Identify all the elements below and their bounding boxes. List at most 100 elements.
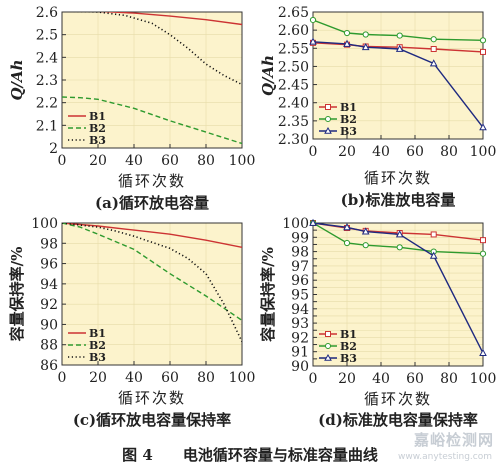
- ytick-label: 2.6: [36, 5, 58, 21]
- ytick-label: 95: [291, 288, 309, 304]
- ytick-label: 2.60: [278, 23, 309, 39]
- legend-marker-B2: [325, 343, 331, 349]
- xtick-label: 80: [197, 370, 215, 386]
- series-line-B3: [313, 223, 483, 354]
- series-line-B2: [313, 223, 483, 255]
- ytick-label: 88: [40, 338, 58, 354]
- x-axis-label: 循环次数: [118, 172, 186, 190]
- ytick-label: 94: [291, 302, 309, 318]
- xtick-label: 80: [440, 371, 458, 387]
- ytick-label: 90: [291, 359, 309, 375]
- legend-marker-B3: [324, 353, 332, 361]
- ytick-label: 92: [40, 297, 58, 313]
- data-point-B3: [395, 44, 404, 52]
- data-point-B3: [429, 251, 438, 259]
- legend-marker-B1: [325, 104, 331, 110]
- data-point-B2: [396, 32, 403, 39]
- plot-frame-b: [312, 11, 484, 140]
- ytick-label: 96: [40, 257, 58, 273]
- ytick-label: 96: [291, 273, 309, 289]
- ytick-label: 2.5: [36, 28, 58, 44]
- xtick-label: 80: [197, 153, 215, 169]
- ytick-label: 98: [40, 236, 58, 252]
- legend-marker-B3: [324, 126, 332, 134]
- xtick-label: 0: [58, 153, 67, 169]
- ytick-label: 99: [291, 230, 309, 246]
- plot-area-c: [62, 223, 242, 365]
- ytick-label: 97: [291, 259, 309, 275]
- ytick-label: 93: [291, 316, 309, 332]
- xtick-label: 60: [161, 370, 179, 386]
- ytick-label: 2: [49, 141, 58, 157]
- xtick-label: 0: [58, 370, 67, 386]
- ytick-label: 2.3: [36, 73, 58, 89]
- data-point-B2: [479, 250, 487, 257]
- xtick-label: 100: [229, 153, 256, 169]
- ytick-label: 2.45: [278, 78, 309, 94]
- ytick-label: 98: [291, 245, 309, 261]
- ytick-label: 100: [282, 216, 309, 232]
- ytick-label: 2.1: [36, 118, 58, 134]
- legend-marker-B2: [325, 116, 331, 122]
- data-point-B3: [361, 42, 370, 51]
- xtick-label: 60: [161, 153, 179, 169]
- series-line-B3: [313, 41, 483, 128]
- data-point-B2: [343, 239, 351, 247]
- data-point-B3: [479, 348, 487, 357]
- xtick-label: 20: [89, 153, 107, 169]
- legend-label-B2: B2: [340, 113, 357, 126]
- data-point-B3: [479, 123, 487, 131]
- xtick-label: 100: [470, 144, 497, 160]
- data-point-B2: [362, 242, 369, 249]
- legend-label-B2: B2: [89, 339, 106, 352]
- legend-label-B1: B1: [340, 328, 357, 341]
- xtick-label: 20: [338, 371, 356, 387]
- data-point-B3: [429, 59, 438, 67]
- ytick-label: 92: [291, 330, 309, 346]
- ytick-label: 2.30: [278, 132, 309, 148]
- y-axis-label: 容量保持率/%: [8, 247, 26, 343]
- xtick-label: 40: [372, 144, 390, 160]
- ytick-label: 2.55: [278, 41, 309, 57]
- panel-caption: (a)循环放电容量: [95, 194, 209, 212]
- series-line-B2: [313, 19, 483, 41]
- y-axis-label: Q/Ah: [8, 59, 26, 100]
- series-line-B2: [62, 96, 242, 145]
- xtick-label: 80: [440, 144, 458, 160]
- panel-caption: (c)循环放电容量保持率: [73, 411, 231, 429]
- data-point-B2: [362, 31, 369, 38]
- ytick-label: 2.2: [36, 96, 58, 112]
- xtick-label: 0: [309, 144, 318, 160]
- xtick-label: 20: [338, 144, 356, 160]
- legend-label-B3: B3: [340, 125, 357, 138]
- plot-frame-c: [61, 222, 243, 366]
- data-point-B1: [480, 48, 486, 55]
- watermark: 嘉峪检测网: [413, 431, 494, 449]
- panel-caption: (d)标准放电容量保持率: [318, 411, 478, 429]
- legend-label-B2: B2: [340, 340, 357, 353]
- data-point-B1: [430, 46, 437, 53]
- panel-caption: (b)标准放电容量: [341, 191, 456, 209]
- xtick-label: 40: [125, 153, 143, 169]
- xtick-label: 20: [89, 370, 107, 386]
- legend-label-B3: B3: [89, 351, 106, 364]
- legend-label-B1: B1: [89, 327, 106, 340]
- data-point-B1: [480, 237, 486, 244]
- ytick-label: 2.50: [278, 59, 309, 75]
- series-line-B1: [313, 42, 483, 53]
- series-line-B2: [62, 223, 242, 321]
- legend-label-B1: B1: [340, 101, 357, 114]
- x-axis-label: 循环次数: [364, 169, 432, 187]
- ytick-label: 2.35: [278, 114, 309, 130]
- legend-label-B3: B3: [89, 134, 106, 147]
- data-point-B3: [343, 223, 351, 231]
- ytick-label: 91: [291, 345, 309, 361]
- series-line-B1: [97, 12, 242, 26]
- ytick-label: 90: [40, 317, 58, 333]
- ytick-label: 94: [40, 277, 58, 293]
- x-axis-label: 循环次数: [118, 389, 186, 407]
- series-line-B1: [62, 223, 242, 248]
- ytick-label: 86: [40, 358, 58, 374]
